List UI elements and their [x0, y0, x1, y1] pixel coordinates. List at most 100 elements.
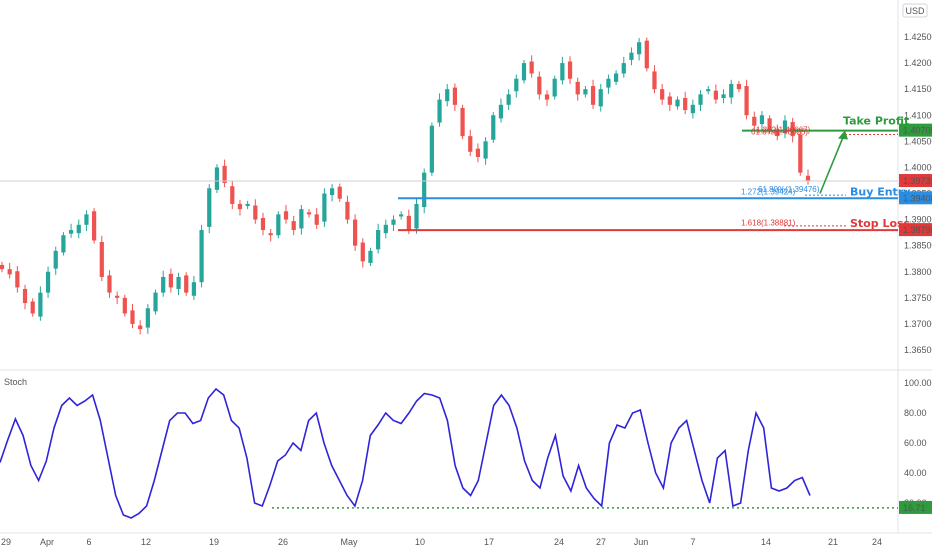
candle-body [805, 175, 811, 181]
level-annotation: Buy Entry [850, 185, 910, 198]
level-price-tag [899, 223, 932, 237]
candle-body [590, 86, 596, 105]
candle-body [145, 308, 150, 328]
candle-body [291, 221, 296, 231]
candle-body [652, 71, 657, 90]
candle-body [122, 297, 127, 314]
candle-body [544, 94, 550, 100]
candle-body [199, 230, 204, 283]
candle-body [153, 292, 158, 312]
stoch-tick-label: 40.00 [904, 468, 927, 478]
candle-body [368, 250, 373, 263]
candle-body [138, 325, 143, 330]
candle-body [345, 201, 350, 220]
arrow-head [838, 130, 848, 140]
candle-body [168, 273, 173, 288]
price-tick-label: 1.38500 [904, 241, 932, 251]
current-price-label: 1.39739 [903, 176, 932, 186]
price-tick-label: 1.42000 [904, 58, 932, 68]
candle-body [598, 89, 603, 107]
candles [0, 37, 811, 335]
candle-body [475, 148, 481, 157]
candle-body [76, 224, 81, 234]
candle-body [782, 120, 788, 133]
candle-body [437, 99, 442, 123]
take-profit-arrow [819, 132, 846, 194]
stoch-title: Stoch [4, 377, 27, 387]
candle-body [283, 211, 289, 220]
stoch-value-tag [899, 500, 932, 514]
time-tick-label: 10 [415, 537, 425, 547]
candle-body [115, 295, 120, 298]
candle-body [253, 205, 258, 220]
candle-body [176, 276, 181, 289]
time-tick-label: 14 [761, 537, 771, 547]
time-tick-label: 27 [596, 537, 606, 547]
time-tick-label: 6 [86, 537, 91, 547]
time-tick-label: 24 [872, 537, 882, 547]
candle-body [452, 87, 458, 105]
currency-tag [902, 3, 928, 18]
candle-body [583, 89, 588, 95]
candle-body [713, 90, 718, 100]
candle-body [45, 271, 51, 293]
price-tick-label: 1.38000 [904, 267, 932, 277]
stoch-tick-label: 80.00 [904, 408, 927, 418]
candle-body [414, 203, 419, 229]
candle-body [613, 73, 619, 82]
candle-body [629, 52, 634, 60]
time-tick-label: 19 [209, 537, 219, 547]
price-tick-label: 1.36500 [904, 345, 932, 355]
candle-body [529, 61, 534, 74]
candle-body [560, 63, 565, 81]
candle-body [798, 134, 803, 173]
candle-body [552, 78, 557, 97]
price-tick-label: 1.41000 [904, 110, 932, 120]
price-tick-label: 1.40500 [904, 136, 932, 146]
candle-body [383, 224, 388, 234]
stoch-line [0, 387, 811, 519]
trade-levels: 1.39739 1.40705Take Profit 1.39408Buy Entr… [0, 115, 932, 237]
candle-body [391, 219, 396, 225]
time-tick-label: Jun [634, 537, 649, 547]
candle-body [38, 292, 43, 317]
candle-body [690, 104, 695, 114]
price-axis: 1.42500 1.42000 1.41500 1.41000 1.40500 1.400… [904, 32, 932, 355]
candle-body [207, 188, 212, 227]
price-tick-label: 1.37500 [904, 293, 932, 303]
time-tick-label: Apr [40, 537, 54, 547]
candle-body [460, 107, 465, 137]
candle-body [352, 219, 358, 246]
candle-body [644, 40, 649, 69]
candle-body [214, 167, 220, 190]
candle-body [521, 63, 527, 81]
candle-body [445, 89, 450, 102]
level-price-label: 1.39408 [903, 193, 932, 203]
time-tick-label: May [340, 537, 358, 547]
candle-body [276, 214, 281, 236]
fib-label: 1.272(1.39424) [741, 188, 796, 197]
fib-label: 1.272(1.40667) [756, 125, 811, 134]
fib-label: 1.618(1.38881) [741, 218, 796, 227]
time-tick-label: 21 [828, 537, 838, 547]
price-tick-label: 1.39000 [904, 215, 932, 225]
candle-body [0, 264, 5, 270]
level-price-label: 1.38798 [903, 225, 932, 235]
time-tick-label: 29 [1, 537, 11, 547]
candle-body [422, 172, 427, 208]
candle-body [61, 235, 66, 253]
candle-body [92, 211, 97, 241]
candle-body [184, 275, 189, 293]
candle-body [537, 76, 542, 95]
candle-body [621, 63, 626, 74]
level-price-label: 1.40705 [903, 126, 932, 136]
candle-body [99, 242, 104, 277]
candle-body [706, 89, 711, 92]
candle-body [314, 214, 319, 225]
candle-body [7, 269, 12, 275]
candle-body [84, 214, 89, 225]
candle-body [721, 94, 726, 99]
candle-body [329, 188, 335, 196]
candle-body [429, 125, 434, 173]
